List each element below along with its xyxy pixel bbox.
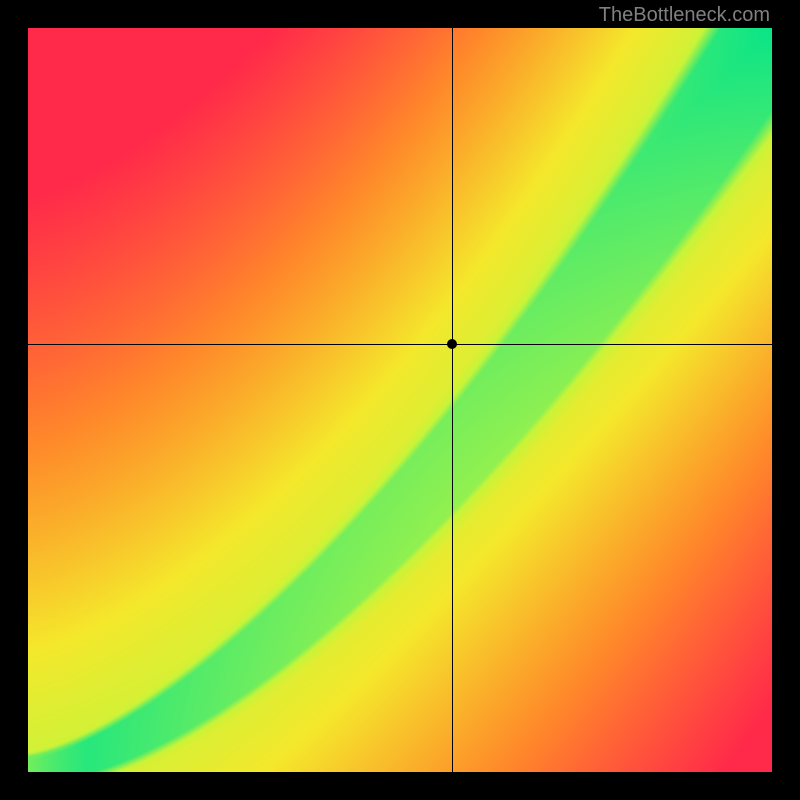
chart-container: TheBottleneck.com xyxy=(0,0,800,800)
heatmap-plot xyxy=(28,28,772,772)
heatmap-canvas xyxy=(28,28,772,772)
watermark-text: TheBottleneck.com xyxy=(599,4,770,27)
crosshair-marker-dot xyxy=(447,339,457,349)
crosshair-horizontal xyxy=(28,344,772,345)
crosshair-vertical xyxy=(452,28,453,772)
